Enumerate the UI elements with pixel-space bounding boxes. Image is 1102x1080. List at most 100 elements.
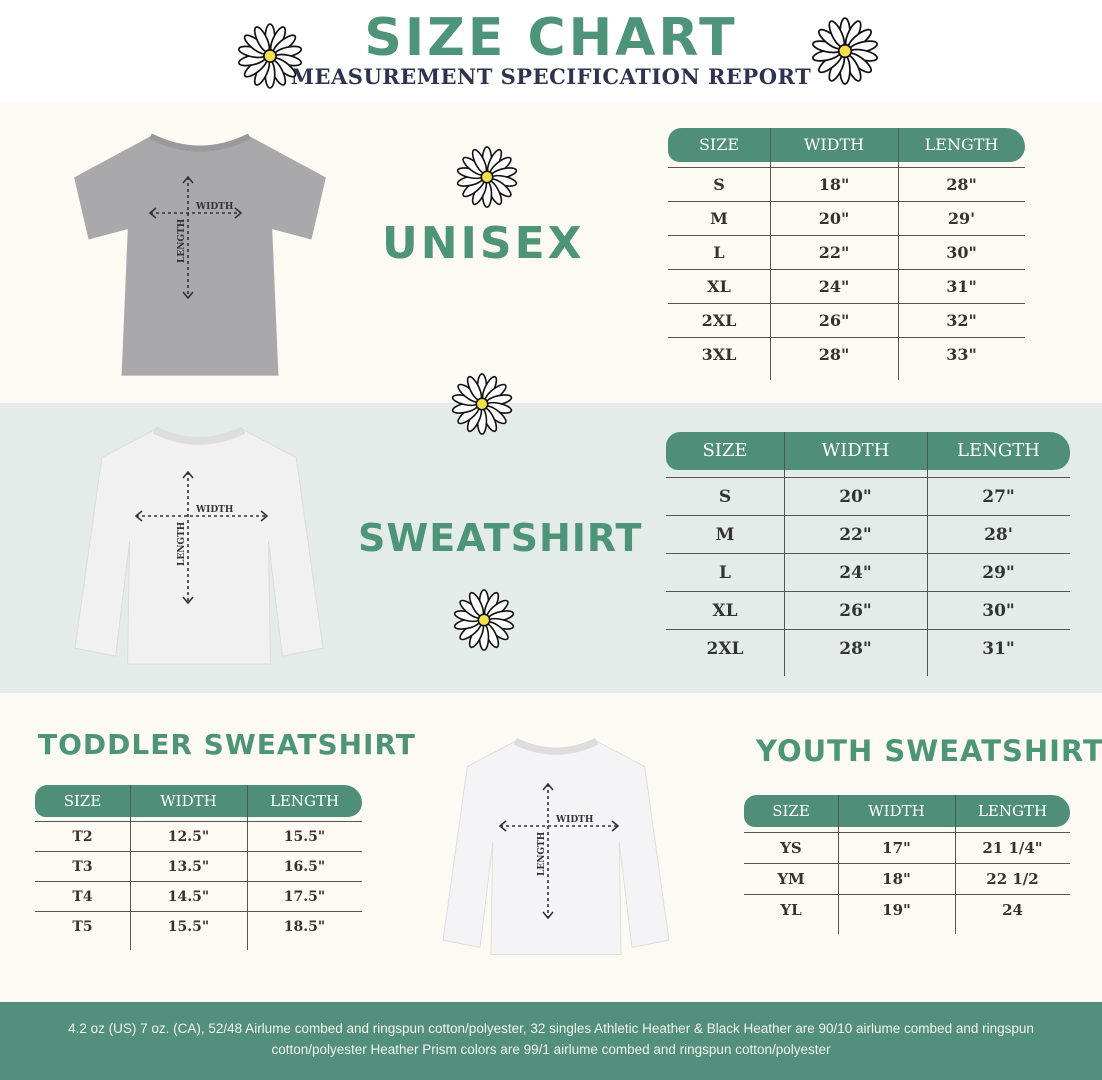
column-header: LENGTH xyxy=(924,135,999,154)
size-cell: L xyxy=(719,563,731,583)
row-divider xyxy=(666,553,1070,554)
tshirt-shape xyxy=(74,136,326,376)
length-cell: 29" xyxy=(982,563,1015,583)
width-cell: 13.5" xyxy=(167,859,210,875)
size-cell: M xyxy=(715,525,735,545)
length-cell: 17.5" xyxy=(283,889,326,905)
length-cell: 21 1/4" xyxy=(982,839,1043,857)
table-row: YM 18" 22 1/2 xyxy=(744,864,1070,895)
column-header: WIDTH xyxy=(803,135,865,154)
table-row: 2XL 28" 31" xyxy=(666,630,1070,668)
length-cell: 29' xyxy=(947,209,976,228)
table-row: L 22" 30" xyxy=(668,236,1025,270)
measurement-arrows: WIDTH LENGTH xyxy=(134,470,269,605)
column-divider xyxy=(130,785,131,950)
width-cell: 26" xyxy=(818,311,850,330)
size-cell: YL xyxy=(780,901,802,919)
width-cell: 28" xyxy=(839,639,872,659)
row-divider xyxy=(668,269,1025,270)
daisy-center xyxy=(475,397,489,411)
daisy-center xyxy=(837,43,853,59)
arrowhead-icon xyxy=(542,911,554,920)
row-divider xyxy=(668,303,1025,304)
table-row: L 24" 29" xyxy=(666,554,1070,592)
width-cell: 14.5" xyxy=(167,889,210,905)
size-cell: YS xyxy=(780,839,802,857)
youth-sweatshirt-diagram xyxy=(442,737,670,956)
width-cell: 28" xyxy=(818,345,850,364)
row-divider xyxy=(668,201,1025,202)
width-label: WIDTH xyxy=(555,815,594,825)
table-row: T5 15.5" 18.5" xyxy=(35,912,362,942)
row-divider xyxy=(668,337,1025,338)
column-divider xyxy=(784,432,785,676)
width-cell: 24" xyxy=(818,277,850,296)
column-divider xyxy=(247,785,248,950)
daisy-center xyxy=(477,613,491,627)
row-divider xyxy=(744,832,1070,833)
fabric-info-footer: 4.2 oz (US) 7 oz. (CA), 52/48 Airlume co… xyxy=(0,1002,1102,1080)
width-label: WIDTH xyxy=(195,202,234,212)
daisy-icon xyxy=(236,22,304,90)
width-cell: 18" xyxy=(818,175,850,194)
row-divider xyxy=(35,821,362,822)
arrowhead-icon xyxy=(182,175,194,184)
row-divider xyxy=(744,863,1070,864)
length-cell: 16.5" xyxy=(283,859,326,875)
page-title: SIZE CHART xyxy=(364,8,738,68)
column-divider xyxy=(898,128,899,380)
row-divider xyxy=(668,235,1025,236)
width-cell: 20" xyxy=(818,209,850,228)
table-row: S 18" 28" xyxy=(668,168,1025,202)
table-row: 3XL 28" 33" xyxy=(668,338,1025,372)
unisex-size-table: SIZE WIDTH LENGTH S 18" 28" M 20" 29' L 22" 30" XL 24… xyxy=(668,128,1025,380)
toddler-title: TODDLER SWEATSHIRT xyxy=(38,728,416,761)
table-row: T4 14.5" 17.5" xyxy=(35,882,362,912)
table-row: YL 19" 24 xyxy=(744,895,1070,926)
measurement-arrows: WIDTH LENGTH xyxy=(148,175,243,300)
row-divider xyxy=(666,477,1070,478)
length-cell: 24 xyxy=(1002,901,1023,919)
youth-title: YOUTH SWEATSHIRT xyxy=(756,734,1102,768)
length-cell: 18.5" xyxy=(283,919,326,935)
width-cell: 20" xyxy=(839,487,872,507)
row-divider xyxy=(668,167,1025,168)
fabric-info-text: 4.2 oz (US) 7 oz. (CA), 52/48 Airlume co… xyxy=(68,1021,1034,1057)
length-cell: 28' xyxy=(984,525,1013,545)
length-label: LENGTH xyxy=(177,521,187,566)
table-row: XL 26" 30" xyxy=(666,592,1070,630)
measurement-arrows: WIDTH LENGTH xyxy=(498,782,620,920)
column-header: LENGTH xyxy=(977,802,1048,820)
column-divider xyxy=(770,128,771,380)
page-subtitle: MEASUREMENT SPECIFICATION REPORT xyxy=(290,64,812,89)
arrowhead-icon xyxy=(234,207,243,219)
table-row: T3 13.5" 16.5" xyxy=(35,852,362,882)
column-divider xyxy=(838,795,839,934)
row-divider xyxy=(666,629,1070,630)
tshirt-diagram xyxy=(74,133,326,376)
column-header: SIZE xyxy=(702,440,748,461)
size-cell: S xyxy=(713,175,725,194)
width-cell: 26" xyxy=(839,601,872,621)
table-row: M 20" 29' xyxy=(668,202,1025,236)
table-header-bar xyxy=(35,785,362,817)
size-cell: YM xyxy=(777,870,805,888)
table-row: S 20" 27" xyxy=(666,478,1070,516)
length-cell: 31" xyxy=(946,277,977,296)
length-cell: 15.5" xyxy=(283,829,326,845)
column-header: SIZE xyxy=(63,792,102,810)
table-header-bar xyxy=(744,795,1070,827)
width-cell: 24" xyxy=(839,563,872,583)
arrowhead-icon xyxy=(260,510,269,522)
length-label: LENGTH xyxy=(177,218,187,263)
column-header: SIZE xyxy=(698,135,740,154)
column-header: WIDTH xyxy=(160,792,217,810)
row-divider xyxy=(35,911,362,912)
arrowhead-icon xyxy=(182,596,194,605)
arrowhead-icon xyxy=(498,820,507,832)
size-cell: T3 xyxy=(72,859,93,875)
row-divider xyxy=(35,881,362,882)
width-cell: 17" xyxy=(882,839,911,857)
unisex-title: UNISEX xyxy=(382,218,585,269)
column-header: LENGTH xyxy=(269,792,340,810)
